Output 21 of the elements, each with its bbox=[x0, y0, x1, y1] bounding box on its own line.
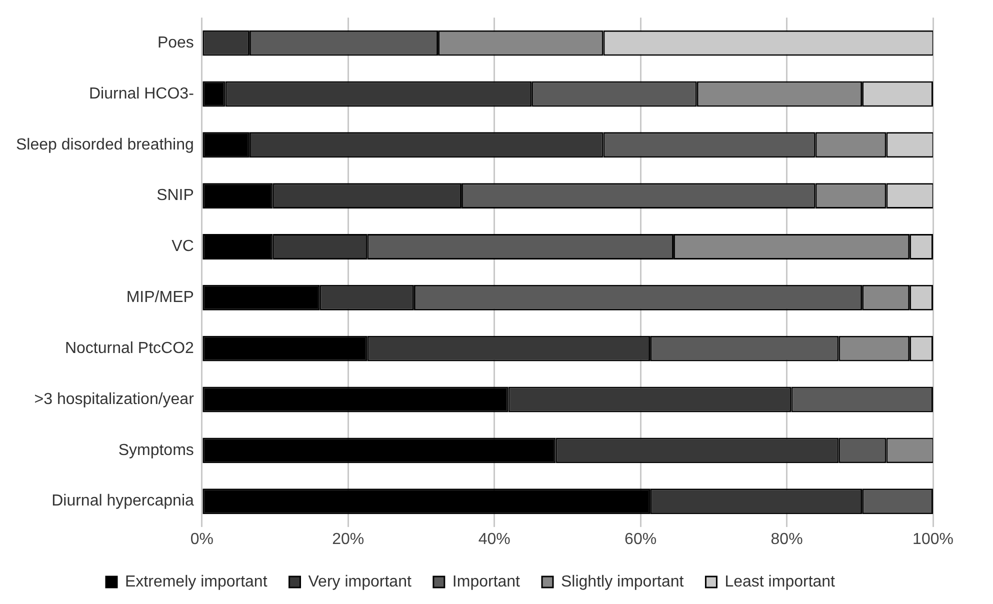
y-tick-label: Nocturnal PtcCO2 bbox=[64, 340, 194, 357]
legend-label: Very important bbox=[308, 573, 412, 590]
y-tick-label: VC bbox=[172, 238, 194, 256]
legend-label: Extremely important bbox=[124, 573, 268, 590]
y-tick-label: Sleep disorded breathing bbox=[16, 136, 194, 154]
x-tick-label: 60% bbox=[624, 530, 657, 548]
x-tick-label: 0% bbox=[190, 530, 214, 548]
y-tick-label: SNIP bbox=[156, 187, 194, 204]
x-tick-label: 40% bbox=[478, 530, 510, 548]
legend-label: Least important bbox=[724, 573, 836, 590]
y-tick-label: Poes bbox=[157, 34, 194, 52]
y-tick-label: Symptoms bbox=[118, 442, 194, 459]
y-tick-label: MIP/MEP bbox=[126, 289, 194, 306]
x-tick-label: 20% bbox=[332, 530, 364, 548]
y-tick-label: >3 hospitalization/year bbox=[34, 390, 195, 408]
y-tick-label: Diurnal hypercapnia bbox=[52, 492, 194, 510]
legend-label: Slightly important bbox=[561, 573, 684, 590]
legend-label: Important bbox=[452, 573, 521, 590]
x-tick-label: 80% bbox=[770, 530, 803, 548]
x-tick-label: 100% bbox=[912, 530, 954, 548]
y-tick-label: Diurnal HCO3- bbox=[88, 85, 194, 102]
